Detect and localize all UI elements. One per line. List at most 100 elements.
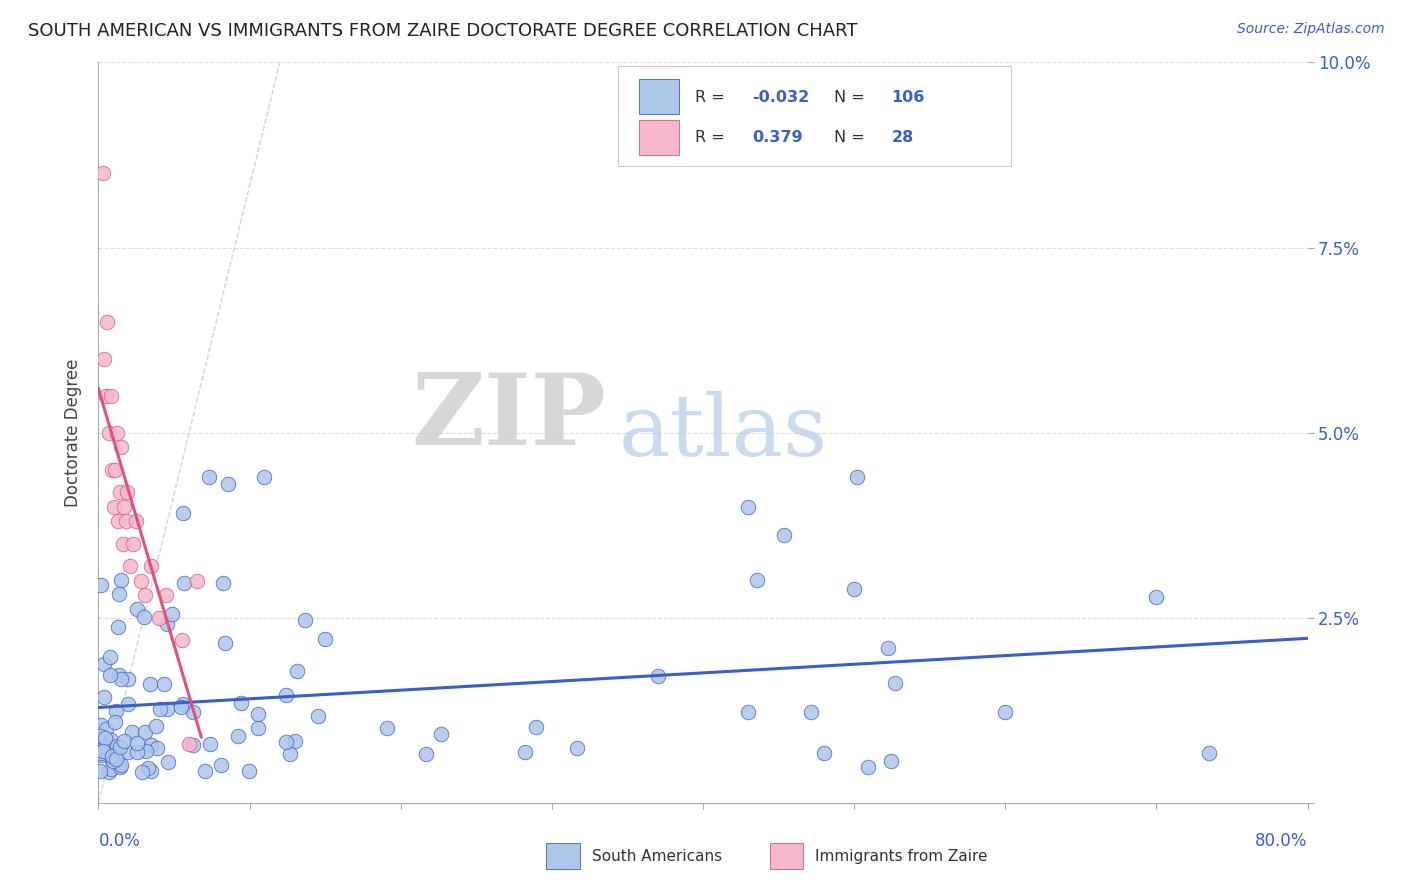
Point bbox=[856, 760, 879, 774]
Point bbox=[107, 515, 129, 529]
Point bbox=[94, 731, 117, 745]
Text: 28: 28 bbox=[891, 130, 914, 145]
Point bbox=[105, 739, 128, 754]
Point bbox=[214, 635, 236, 649]
Point bbox=[415, 747, 437, 761]
Point bbox=[100, 762, 122, 776]
Point bbox=[375, 721, 398, 735]
Point bbox=[173, 576, 195, 591]
FancyBboxPatch shape bbox=[619, 66, 1011, 166]
Point bbox=[217, 477, 239, 491]
Text: 106: 106 bbox=[891, 90, 925, 104]
Point bbox=[108, 667, 131, 681]
Point bbox=[884, 676, 907, 690]
Point bbox=[274, 735, 297, 749]
Point bbox=[307, 709, 329, 723]
Point bbox=[103, 742, 125, 756]
Text: N =: N = bbox=[834, 90, 869, 104]
Point bbox=[110, 673, 132, 687]
Text: atlas: atlas bbox=[619, 391, 828, 475]
Point bbox=[156, 702, 179, 716]
Point bbox=[111, 536, 134, 550]
Point bbox=[108, 760, 131, 774]
Point bbox=[1198, 746, 1220, 760]
Point bbox=[89, 730, 111, 744]
Point bbox=[93, 690, 115, 704]
Point bbox=[98, 668, 121, 682]
Point bbox=[100, 753, 122, 767]
Point bbox=[145, 719, 167, 733]
Point bbox=[98, 425, 121, 440]
Point bbox=[104, 462, 127, 476]
Point bbox=[745, 573, 768, 587]
Point bbox=[93, 657, 115, 671]
Point bbox=[229, 697, 252, 711]
Point bbox=[877, 641, 900, 656]
Point bbox=[238, 764, 260, 778]
Point bbox=[89, 764, 111, 779]
Point bbox=[127, 736, 149, 750]
Point bbox=[110, 441, 132, 455]
FancyBboxPatch shape bbox=[769, 843, 803, 870]
Point bbox=[127, 745, 149, 759]
Point bbox=[198, 737, 221, 751]
Point bbox=[156, 616, 179, 631]
Point bbox=[524, 720, 547, 734]
Point bbox=[139, 677, 162, 691]
Point bbox=[121, 725, 143, 739]
Text: 0.0%: 0.0% bbox=[98, 832, 141, 850]
FancyBboxPatch shape bbox=[638, 120, 679, 155]
Point bbox=[513, 745, 536, 759]
Point bbox=[800, 705, 823, 719]
Point bbox=[209, 758, 232, 772]
Point bbox=[100, 650, 122, 665]
Point bbox=[880, 754, 903, 768]
Point bbox=[108, 484, 131, 499]
Point bbox=[90, 748, 112, 763]
Point bbox=[146, 741, 169, 756]
Point bbox=[101, 755, 124, 769]
Text: -0.032: -0.032 bbox=[752, 90, 810, 104]
Point bbox=[91, 743, 114, 757]
Point bbox=[737, 500, 759, 514]
Point bbox=[117, 697, 139, 711]
Point bbox=[100, 388, 122, 402]
Point bbox=[173, 506, 195, 520]
Point bbox=[844, 582, 866, 596]
FancyBboxPatch shape bbox=[638, 79, 679, 114]
Point bbox=[134, 609, 156, 624]
Point bbox=[129, 574, 152, 588]
Point bbox=[157, 755, 180, 769]
Text: SOUTH AMERICAN VS IMMIGRANTS FROM ZAIRE DOCTORATE DEGREE CORRELATION CHART: SOUTH AMERICAN VS IMMIGRANTS FROM ZAIRE … bbox=[28, 22, 858, 40]
Point bbox=[90, 747, 112, 761]
Point bbox=[246, 722, 269, 736]
Point bbox=[125, 515, 148, 529]
Point bbox=[131, 764, 153, 779]
Point bbox=[117, 672, 139, 686]
Point bbox=[198, 470, 221, 484]
Point bbox=[134, 589, 156, 603]
Point bbox=[278, 747, 301, 761]
Point bbox=[194, 764, 217, 778]
Point bbox=[97, 765, 120, 780]
Point bbox=[105, 425, 128, 440]
Point bbox=[127, 602, 149, 616]
Point bbox=[104, 705, 127, 719]
Point bbox=[104, 715, 127, 730]
Point bbox=[94, 722, 117, 736]
Text: Source: ZipAtlas.com: Source: ZipAtlas.com bbox=[1237, 22, 1385, 37]
Point bbox=[294, 613, 316, 627]
Point bbox=[253, 470, 276, 484]
Point bbox=[93, 740, 115, 755]
Text: 0.379: 0.379 bbox=[752, 130, 803, 145]
Point bbox=[647, 668, 669, 682]
Point bbox=[101, 748, 124, 763]
Text: N =: N = bbox=[834, 130, 869, 145]
Point bbox=[134, 725, 156, 739]
Point bbox=[160, 607, 183, 621]
Text: ZIP: ZIP bbox=[412, 369, 606, 467]
Point bbox=[737, 706, 759, 720]
Point bbox=[91, 166, 114, 180]
Point bbox=[112, 500, 135, 514]
Point bbox=[773, 528, 796, 542]
